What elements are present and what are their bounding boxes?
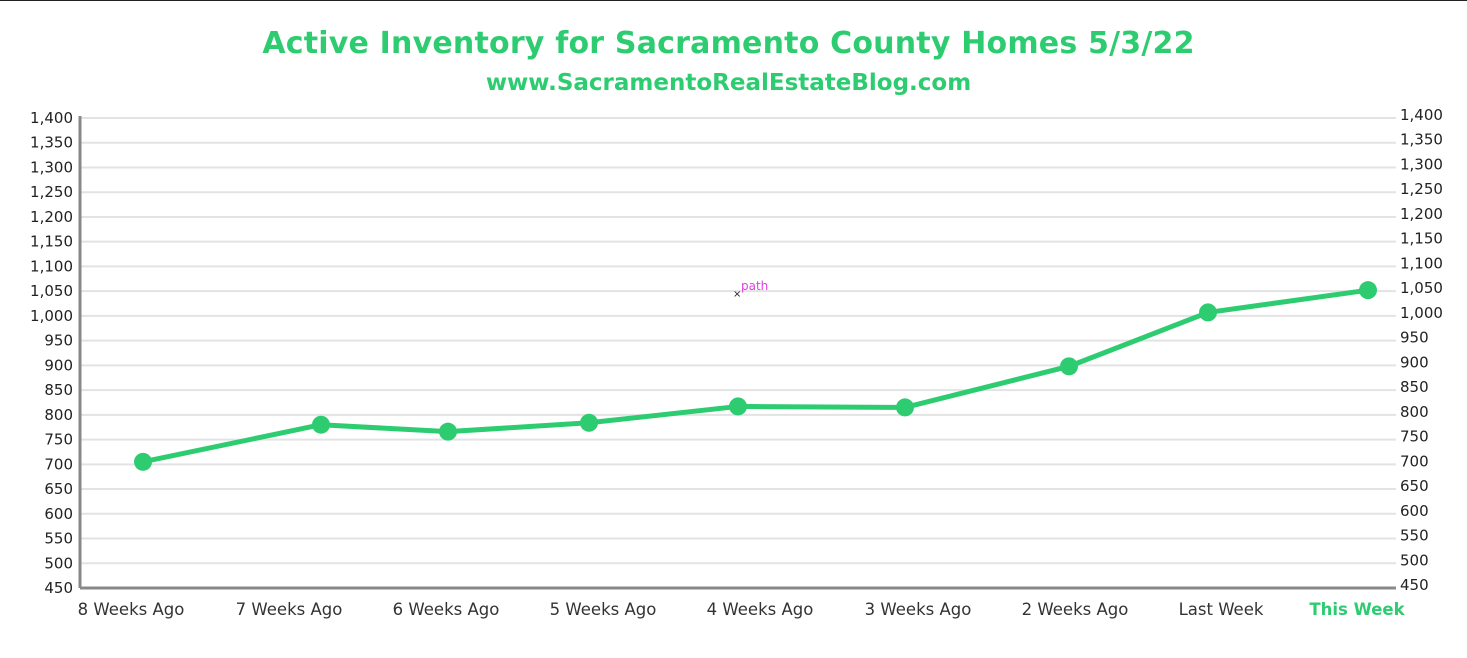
y-tick-label-left: 850 (44, 381, 73, 399)
y-tick-label-left: 1,350 (30, 134, 73, 152)
x-tick-label: Last Week (1179, 600, 1264, 619)
y-tick-label-left: 950 (44, 332, 73, 350)
y-tick-label-right: 1,200 (1400, 205, 1443, 223)
annotation: ×path (733, 279, 768, 300)
x-tick-label: 8 Weeks Ago (78, 600, 185, 619)
y-tick-label-right: 950 (1400, 329, 1429, 347)
y-tick-label-right: 800 (1400, 403, 1429, 421)
x-axis-ticks: 8 Weeks Ago 7 Weeks Ago 6 Weeks Ago 5 Weeks… (78, 600, 1406, 619)
y-tick-label-right: 1,300 (1400, 155, 1443, 173)
y-tick-label-right: 750 (1400, 428, 1429, 446)
y-tick-label-left: 1,150 (30, 233, 73, 251)
series-inventory (134, 281, 1377, 471)
x-tick-label: 7 Weeks Ago (236, 600, 343, 619)
data-point (1060, 357, 1078, 376)
y-tick-label-right: 1,250 (1400, 180, 1443, 198)
y-tick-label-left: 1,200 (30, 208, 73, 226)
y-axis-left-ticks: 450 500 550 600 650 700 750 800 850 900 950 1,000 1,… (30, 109, 73, 597)
y-tick-label-left: 1,250 (30, 183, 73, 201)
y-tick-label-right: 450 (1400, 576, 1429, 594)
grid-lines (80, 117, 1396, 565)
x-tick-label: 3 Weeks Ago (865, 600, 972, 619)
y-tick-label-left: 600 (44, 505, 73, 523)
x-tick-label: 5 Weeks Ago (550, 600, 657, 619)
data-point (439, 422, 457, 441)
y-tick-label-left: 1,300 (30, 158, 73, 176)
y-tick-label-left: 1,000 (30, 307, 73, 325)
data-point (580, 413, 598, 432)
y-tick-label-left: 750 (44, 431, 73, 449)
x-tick-label: 4 Weeks Ago (707, 600, 814, 619)
annotation-marker: × (733, 289, 741, 300)
data-point (896, 398, 914, 417)
chart-subtitle: www.SacramentoRealEstateBlog.com (485, 70, 972, 96)
annotation-label: path (741, 279, 768, 293)
y-tick-label-right: 1,050 (1400, 279, 1443, 297)
axes (78, 116, 1396, 590)
y-tick-label-right: 850 (1400, 378, 1429, 396)
y-tick-label-left: 800 (44, 406, 73, 424)
y-tick-label-left: 550 (44, 530, 73, 548)
y-tick-label-right: 700 (1400, 452, 1429, 470)
y-tick-label-right: 1,350 (1400, 131, 1443, 149)
data-point (312, 415, 330, 434)
y-tick-label-left: 450 (44, 579, 73, 597)
y-axis-right-ticks: 450 500 550 600 650 700 750 800 850 900 950 1,000 1,… (1400, 106, 1443, 594)
y-tick-label-left: 1,400 (30, 109, 73, 127)
chart-title: Active Inventory for Sacramento County H… (262, 26, 1195, 61)
y-tick-label-left: 900 (44, 356, 73, 374)
y-tick-label-left: 1,050 (30, 282, 73, 300)
data-point (1359, 281, 1377, 300)
x-tick-label: 2 Weeks Ago (1022, 600, 1129, 619)
y-tick-label-right: 500 (1400, 551, 1429, 569)
x-tick-label: This Week (1309, 600, 1405, 619)
data-point (134, 452, 152, 471)
y-tick-label-left: 700 (44, 455, 73, 473)
x-tick-label: 6 Weeks Ago (393, 600, 500, 619)
y-tick-label-left: 1,100 (30, 257, 73, 275)
data-point (1199, 303, 1217, 322)
y-tick-label-right: 1,100 (1400, 254, 1443, 272)
data-point (729, 397, 747, 416)
y-tick-label-right: 1,000 (1400, 304, 1443, 322)
y-tick-label-right: 600 (1400, 502, 1429, 520)
y-tick-label-left: 500 (44, 554, 73, 572)
y-tick-label-right: 550 (1400, 527, 1429, 545)
y-tick-label-right: 650 (1400, 477, 1429, 495)
y-tick-label-right: 1,150 (1400, 230, 1443, 248)
top-border (0, 0, 1467, 1)
y-tick-label-right: 1,400 (1400, 106, 1443, 124)
y-tick-label-right: 900 (1400, 353, 1429, 371)
y-tick-label-left: 650 (44, 480, 73, 498)
